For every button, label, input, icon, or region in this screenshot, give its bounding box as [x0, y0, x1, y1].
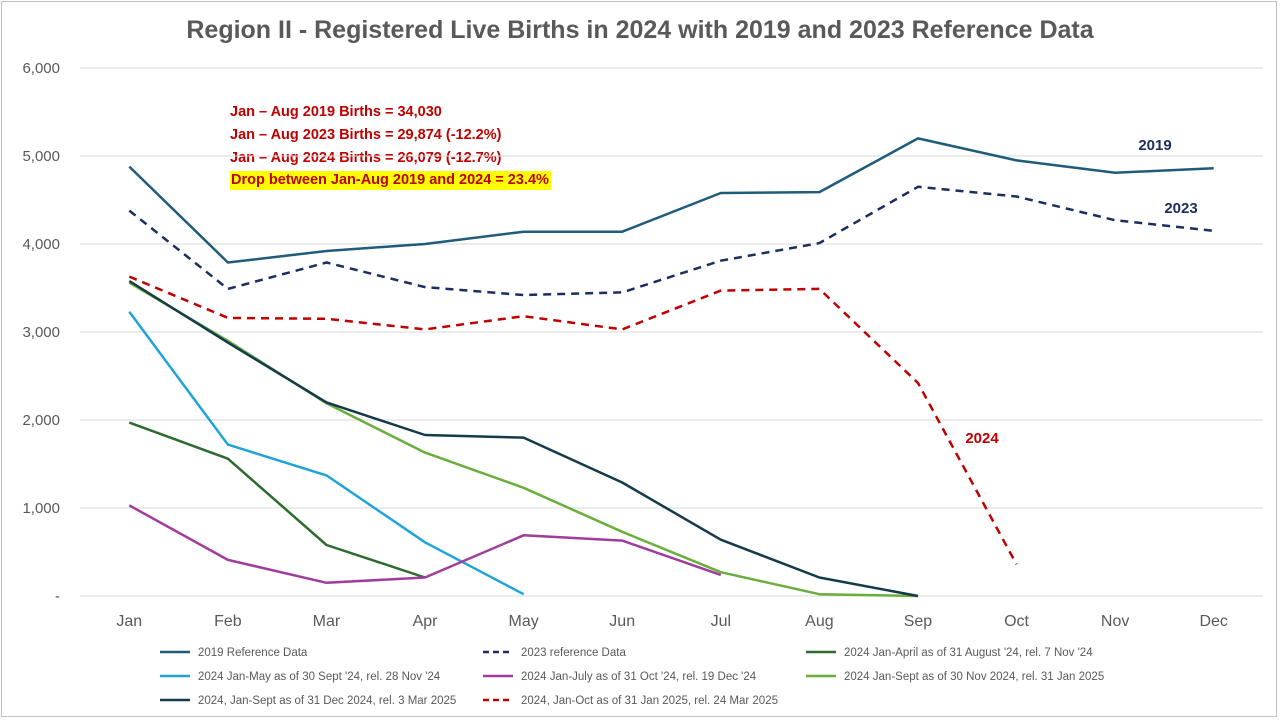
x-tick-label-may: May [509, 613, 539, 630]
x-tick-label-dec: Dec [1199, 613, 1227, 630]
chart-title: Region II - Registered Live Births in 20… [186, 16, 1094, 44]
y-tick-label: 3,000 [22, 324, 60, 341]
x-tick-label-nov: Nov [1101, 613, 1129, 630]
series-label-2019: 2019 [1138, 137, 1171, 154]
x-tick-label-jun: Jun [609, 613, 635, 630]
series-label-2023: 2023 [1164, 200, 1197, 217]
annotation-drop-highlight: Drop between Jan-Aug 2019 and 2024 = 23.… [230, 171, 551, 190]
legend-label-4: 2024 Jan-May as of 30 Sept '24, rel. 28 … [198, 671, 441, 683]
legend-label-3: 2024 Jan-April as of 31 August '24, rel.… [844, 647, 1093, 659]
y-tick-label: 2,000 [22, 412, 60, 429]
series-line-6 [128, 281, 919, 598]
legend-label-5: 2024 Jan-July as of 31 Oct '24, rel. 19 … [521, 671, 757, 683]
y-tick-label: 1,000 [22, 500, 60, 517]
legend-label-8: 2024, Jan-Oct as of 31 Jan 2025, rel. 24… [521, 695, 778, 707]
legend-label-7: 2024, Jan-Sept as of 31 Dec 2024, rel. 3… [198, 695, 456, 707]
legend-label-1: 2019 Reference Data [198, 647, 308, 659]
legend-label-6: 2024 Jan-Sept as of 30 Nov 2024, rel. 31… [844, 671, 1104, 683]
series-line-7 [128, 279, 919, 598]
y-tick-label: 4,000 [22, 236, 60, 253]
x-tick-label-mar: Mar [313, 613, 341, 630]
x-tick-label-feb: Feb [214, 613, 242, 630]
x-tick-label-jan: Jan [116, 613, 142, 630]
series-line-3 [128, 421, 426, 579]
series-line-2 [128, 185, 1214, 297]
annotation-2019-births: Jan – Aug 2019 Births = 34,030 [230, 104, 442, 120]
annotation-2024-births: Jan – Aug 2024 Births = 26,079 (-12.7%) [230, 150, 502, 166]
y-tick-label: 5,000 [22, 148, 60, 165]
x-tick-label-apr: Apr [413, 613, 439, 630]
x-tick-label-aug: Aug [805, 613, 833, 630]
series-line-4 [128, 311, 525, 596]
x-tick-label-sep: Sep [904, 613, 933, 630]
legend-label-2: 2023 reference Data [521, 647, 626, 659]
y-tick-label: - [55, 588, 60, 605]
series-line-8 [128, 275, 1018, 565]
series-line-5 [128, 504, 722, 585]
y-tick-label: 6,000 [22, 60, 60, 77]
x-tick-label-jul: Jul [711, 613, 731, 630]
series-label-2024: 2024 [965, 430, 999, 447]
x-tick-label-oct: Oct [1004, 613, 1029, 630]
series-line-1 [128, 137, 1214, 264]
annotation-2023-births: Jan – Aug 2023 Births = 29,874 (-12.2%) [230, 127, 502, 143]
